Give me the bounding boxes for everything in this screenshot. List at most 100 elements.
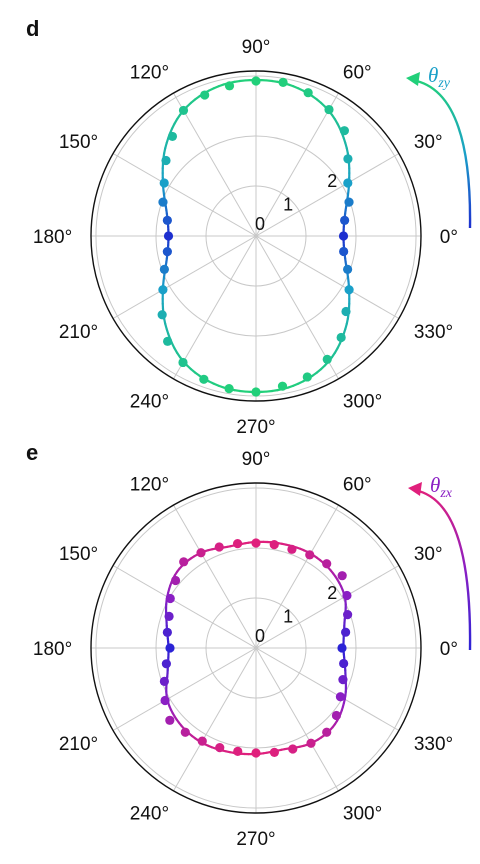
angle-label-330: 330°	[414, 734, 453, 755]
data-point	[269, 747, 280, 757]
data-point	[161, 659, 171, 669]
spoke-150	[112, 565, 400, 731]
data-point	[343, 154, 353, 164]
data-point	[163, 231, 174, 241]
data-point	[179, 557, 189, 567]
data-point	[339, 658, 349, 669]
angle-labels-e: 0° 30° 60° 90° 120° 150° 180° 210° 240° 270° 300° 3…	[33, 449, 458, 850]
theta-subscript-d: zy	[437, 76, 450, 91]
data-point	[303, 88, 313, 98]
data-point	[337, 571, 347, 581]
data-point	[336, 332, 346, 343]
radial-labels-d: 01 2	[255, 171, 337, 234]
data-point	[343, 610, 353, 620]
data-point	[162, 627, 172, 637]
data-point	[165, 715, 175, 725]
data-point	[306, 738, 316, 748]
outer-circle	[90, 70, 422, 402]
angle-label-150: 150°	[59, 544, 98, 565]
angle-label-120: 120°	[130, 474, 169, 495]
radial-label-1: 1	[283, 195, 293, 215]
theta-label-e: θzx	[430, 473, 453, 501]
colorbar-arrow-e	[408, 482, 472, 651]
ring-1	[205, 185, 307, 287]
angle-label-240: 240°	[130, 804, 169, 825]
data-point	[305, 550, 315, 560]
data-point	[335, 692, 346, 702]
colorbar-arrow-d	[406, 72, 472, 229]
radial-labels-e: 01 2	[255, 583, 337, 646]
data-point	[165, 643, 175, 653]
radial-label-0: 0	[255, 214, 265, 234]
data-point	[178, 357, 188, 368]
data-point	[302, 372, 312, 382]
data-point	[158, 197, 168, 207]
data-point	[343, 178, 353, 188]
data-point	[342, 590, 352, 601]
data-point	[278, 77, 288, 87]
data-point	[322, 354, 332, 365]
radial-label-2: 2	[327, 583, 337, 603]
data-point	[170, 575, 181, 586]
data-point	[214, 542, 224, 552]
data-point	[251, 387, 261, 397]
angle-label-330: 330°	[414, 322, 453, 343]
data-point	[251, 538, 261, 548]
theta-symbol-e: θ	[430, 473, 440, 497]
data-point	[233, 746, 243, 757]
data-point	[269, 539, 279, 550]
data-point	[197, 736, 207, 746]
angle-label-210: 210°	[59, 322, 98, 343]
ring-2	[155, 135, 357, 337]
data-point	[164, 611, 174, 621]
data-point	[215, 743, 225, 753]
outer-circle	[90, 482, 422, 814]
data-point	[199, 374, 209, 384]
data-point	[163, 336, 173, 346]
theta-subscript-e: zx	[439, 486, 452, 501]
colorbar-arc	[413, 488, 472, 651]
data-point	[251, 748, 261, 758]
data-point	[277, 381, 288, 391]
polar-chart-d: d 0° 30° 60° 90° 120° 150° 180° 210° 240° 270° 300…	[26, 16, 472, 438]
data-point	[162, 215, 172, 225]
polar-chart-e: e 0° 30° 60° 90° 120° 150° 180° 210° 240° 270° 300…	[26, 440, 472, 850]
data-point	[159, 178, 169, 188]
data-point	[224, 81, 235, 91]
data-point	[165, 593, 175, 604]
theta-label-d: θzy	[428, 63, 451, 91]
data-point	[339, 246, 349, 257]
data-point	[341, 306, 351, 317]
angle-label-240: 240°	[130, 392, 169, 413]
radial-label-0: 0	[255, 626, 265, 646]
data-point	[338, 231, 349, 241]
ring-3	[95, 487, 417, 809]
angle-label-210: 210°	[59, 734, 98, 755]
angle-label-180: 180°	[33, 227, 72, 248]
data-point	[251, 76, 261, 86]
data-point	[232, 539, 243, 549]
data-point	[200, 90, 210, 100]
panel-label-e: e	[26, 440, 38, 465]
angle-label-60: 60°	[343, 62, 372, 83]
angle-label-270: 270°	[236, 417, 275, 438]
data-point	[344, 285, 354, 295]
radial-label-1: 1	[283, 607, 293, 627]
angle-label-30: 30°	[414, 544, 443, 565]
polar-grid-d	[90, 70, 422, 402]
data-point	[341, 627, 351, 637]
data-point	[324, 104, 334, 115]
angle-label-180: 180°	[33, 639, 72, 660]
data-point	[344, 197, 354, 207]
data-point	[340, 215, 350, 225]
theta-symbol-d: θ	[428, 63, 438, 87]
colorbar-arc	[411, 78, 472, 229]
panel-label-d: d	[26, 16, 39, 41]
data-points-d	[157, 76, 354, 397]
data-points-e	[159, 538, 353, 758]
data-point	[158, 285, 168, 295]
data-point	[288, 744, 298, 754]
angle-label-90: 90°	[242, 449, 271, 470]
data-point	[337, 643, 347, 653]
angle-label-90: 90°	[242, 37, 271, 58]
